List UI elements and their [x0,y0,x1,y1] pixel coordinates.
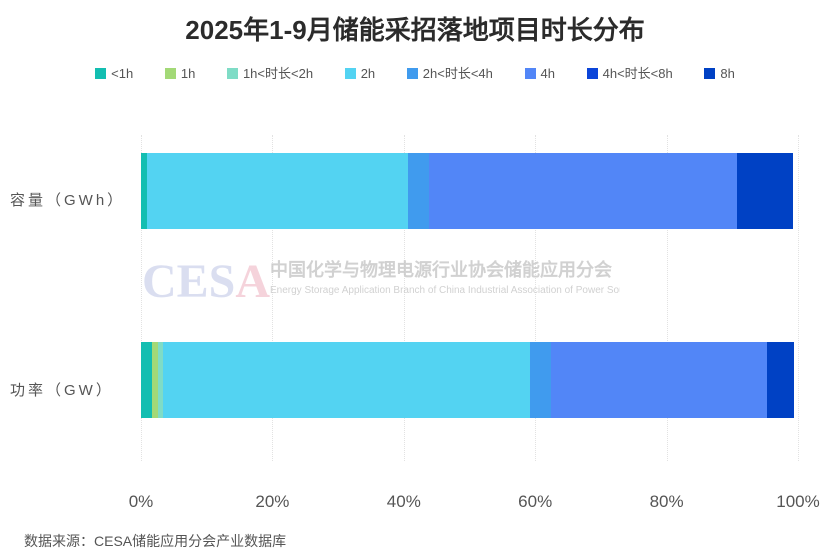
svg-text:Energy Storage Application Bra: Energy Storage Application Branch of Chi… [270,285,620,296]
svg-text:CESA: CESA [142,255,270,308]
svg-text:中国化学与物理电源行业协会储能应用分会: 中国化学与物理电源行业协会储能应用分会 [270,259,612,280]
